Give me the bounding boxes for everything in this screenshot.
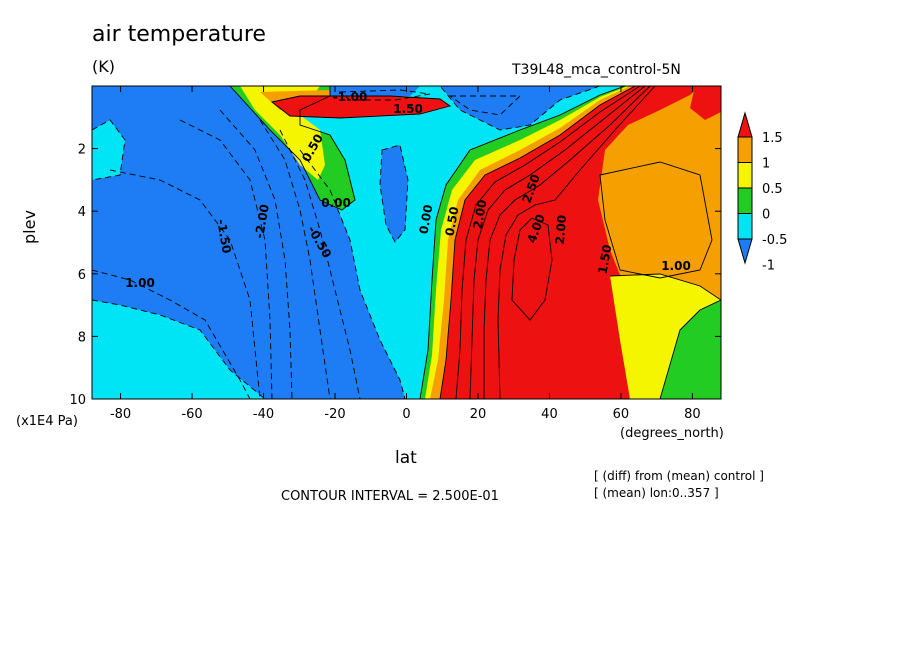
contour-dashed-11 — [338, 89, 431, 101]
x-tick-label-5: 20 — [470, 407, 487, 422]
fill-region-16 — [660, 300, 721, 399]
y-tick-label-1: 4 — [78, 205, 86, 220]
colorbar-label-5: -1 — [762, 259, 775, 274]
contour-solid-9 — [419, 86, 626, 399]
contour-solid-8 — [659, 299, 721, 399]
x-tick-label-4: 0 — [402, 407, 410, 422]
y-ticks: 2 4 6 8 10 — [69, 143, 721, 408]
fill-region-13 — [690, 86, 721, 120]
contour-label-13: 2.00 — [553, 214, 570, 245]
colorbar-top-arrow — [737, 111, 753, 138]
x-tick-label-8: 80 — [684, 407, 701, 422]
fill-region-2 — [440, 86, 600, 130]
contour-dashed-6 — [279, 129, 361, 399]
contour-solid-0 — [439, 86, 636, 399]
fill-region-3 — [380, 145, 408, 242]
contour-solid-1 — [455, 86, 641, 399]
colorbar: 1.5 1 0.5 0 -0.5 -1 — [737, 111, 787, 274]
filled-contours — [92, 86, 721, 399]
run-label: T39L48_mca_control-5N — [512, 62, 681, 78]
fill-region-12 — [272, 96, 450, 118]
colorbar-label-3: 0 — [762, 208, 770, 223]
contour-label-15: 1.00 — [661, 259, 691, 273]
contour-dashed-5 — [259, 119, 331, 399]
y-tick-label-3: 8 — [78, 330, 86, 345]
contour-solid-3 — [483, 86, 651, 399]
note-diff: [ (diff) from (mean) control ] — [594, 469, 764, 483]
colorbar-label-0: 1.5 — [762, 131, 783, 146]
contour-interval: CONTOUR INTERVAL = 2.500E-01 — [281, 489, 499, 504]
contour-dashed-7 — [299, 149, 406, 399]
note-mean: [ (mean) lon:0..357 ] — [594, 486, 719, 500]
contour-solid-6 — [599, 161, 713, 279]
fill-region-4 — [92, 120, 125, 180]
contour-dashed-8 — [379, 144, 409, 243]
y-tick-label-0: 2 — [78, 143, 86, 158]
fill-region-11 — [440, 86, 700, 399]
contour-label-7: 1.00 — [125, 276, 155, 290]
colorbar-box-2 — [737, 162, 753, 189]
contour-dashed-9 — [439, 86, 601, 131]
x-tick-label-3: -20 — [324, 407, 345, 422]
contour-solid-4 — [497, 86, 656, 399]
contour-label-3: 0.00 — [321, 196, 351, 210]
y-axis-units: (x1E4 Pa) — [16, 414, 78, 429]
colorbar-box-4 — [737, 213, 753, 240]
x-tick-label-6: 40 — [541, 407, 558, 422]
contour-label-14: 1.50 — [596, 244, 615, 276]
contour-label-4: -1.50 — [214, 218, 234, 254]
contour-label-1: 1.50 — [393, 102, 423, 116]
contour-dashed-1 — [92, 269, 251, 399]
colorbar-bottom-arrow — [737, 238, 753, 265]
contour-lines — [92, 86, 721, 399]
contour-solid-5 — [511, 217, 553, 321]
colorbar-label-2: 0.5 — [762, 182, 783, 197]
contour-label-5: -2.00 — [252, 203, 272, 239]
contour-solid-2 — [469, 86, 646, 399]
y-tick-label-4: 10 — [69, 393, 86, 408]
contour-solid-7 — [609, 273, 721, 301]
fill-region-14 — [600, 162, 712, 278]
contour-dashed-0 — [92, 299, 266, 399]
contour-dashed-3 — [179, 119, 273, 399]
x-tick-label-0: -80 — [110, 407, 131, 422]
fill-region-8 — [240, 86, 325, 180]
colorbar-box-1 — [737, 136, 753, 163]
x-tick-label-7: 60 — [613, 407, 630, 422]
x-ticks: -80 -60 -40 -20 0 20 40 60 80 — [110, 86, 701, 422]
colorbar-box-3 — [737, 187, 753, 214]
units-label: (K) — [92, 57, 115, 76]
chart-title: air temperature — [92, 22, 266, 47]
x-axis-label: lat — [395, 448, 417, 468]
x-axis-units: (degrees_north) — [620, 426, 724, 441]
y-tick-label-2: 6 — [78, 268, 86, 283]
x-tick-label-2: -40 — [253, 407, 274, 422]
colorbar-label-1: 1 — [762, 157, 770, 172]
contour-label-0: -1.00 — [333, 90, 368, 104]
contour-label-8: 0.00 — [417, 204, 436, 236]
colorbar-label-4: -0.5 — [762, 233, 787, 248]
contour-dashed-12 — [92, 119, 126, 181]
contour-dashed-4 — [219, 109, 293, 399]
contour-solid-11 — [270, 95, 452, 119]
fill-region-1 — [92, 86, 420, 399]
contour-dashed-2 — [109, 169, 261, 399]
x-tick-label-1: -60 — [181, 407, 202, 422]
contour-label-9: 0.50 — [443, 206, 462, 238]
contour-label-10: 2.00 — [471, 199, 490, 231]
